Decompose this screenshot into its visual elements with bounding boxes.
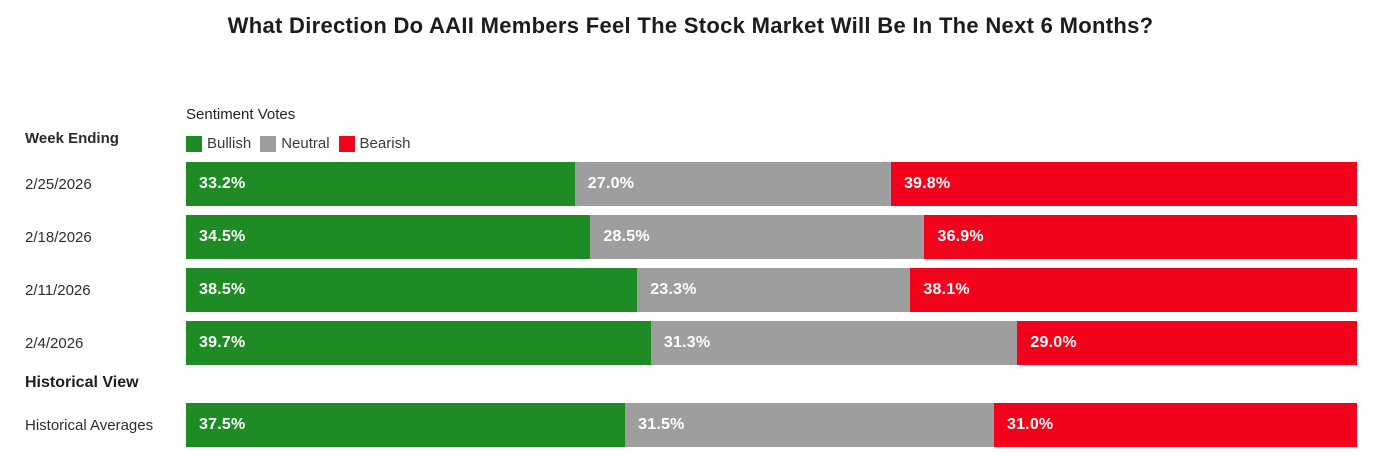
segment-value-label: 38.5%: [199, 281, 246, 298]
bar-segment-neutral: 23.3%: [637, 268, 911, 312]
stacked-bar: 33.2% 27.0% 39.8%: [186, 162, 1357, 206]
legend-swatch-bearish: [338, 135, 355, 152]
legend-label: Neutral: [281, 135, 330, 152]
stacked-bar: 34.5% 28.5% 36.9%: [186, 215, 1357, 259]
segment-value-label: 31.3%: [663, 334, 711, 351]
legend-title: Sentiment Votes: [186, 106, 296, 123]
bar-segment-bearish: 36.9%: [924, 215, 1357, 259]
stacked-bar: 37.5% 31.5% 31.0%: [186, 403, 1357, 447]
legend-swatch-neutral: [260, 135, 277, 152]
segment-value-label: 27.0%: [587, 175, 635, 192]
segment-value-label: 23.3%: [650, 281, 697, 298]
chart-title: What Direction Do AAII Members Feel The …: [227, 13, 1154, 38]
segment-value-label: 38.1%: [923, 281, 970, 298]
bar-segment-bullish: 37.5%: [186, 403, 626, 447]
bar-segment-bearish: 39.8%: [890, 162, 1357, 206]
legend: Sentiment Votes Bullish Neutral Bearish: [186, 105, 1381, 152]
segment-value-label: 31.0%: [1006, 416, 1054, 433]
bar-segment-bearish: 29.0%: [1017, 321, 1357, 365]
legend-item-bearish: Bearish: [338, 135, 411, 152]
row-label: 2/11/2026: [25, 281, 91, 299]
stacked-bar: 39.7% 31.3% 29.0%: [186, 321, 1357, 365]
segment-value-label: 33.2%: [199, 175, 246, 192]
legend-swatch-bullish: [186, 135, 202, 152]
left-column-header: Week Ending: [0, 130, 186, 152]
chart-header: Week Ending Sentiment Votes Bullish Neutr…: [0, 105, 1381, 152]
row-label: 2/4/2026: [25, 334, 84, 352]
row-label: Historical Averages: [25, 416, 154, 434]
segment-value-label: 36.9%: [937, 228, 984, 245]
historical-view-label: Historical View: [25, 374, 139, 391]
bar-segment-bullish: 33.2%: [186, 162, 575, 206]
bar-segment-bearish: 38.1%: [910, 268, 1357, 312]
bar-segment-bullish: 38.5%: [186, 268, 638, 312]
legend-item-bullish: Bullish: [186, 135, 251, 152]
segment-value-label: 34.5%: [199, 228, 246, 245]
bar-segment-neutral: 31.3%: [650, 321, 1018, 365]
legend-label: Bearish: [359, 135, 411, 152]
bar-segment-bearish: 31.0%: [993, 403, 1357, 447]
week-ending-label: Week Ending: [25, 130, 119, 147]
row-label: 2/25/2026: [25, 175, 92, 193]
segment-value-label: 39.7%: [199, 334, 246, 351]
chart-row: 2/25/2026 33.2% 27.0% 39.8%: [0, 162, 1381, 206]
bar-segment-neutral: 27.0%: [574, 162, 891, 206]
chart-row: 2/4/2026 39.7% 31.3% 29.0%: [0, 321, 1381, 365]
chart-row: 2/11/2026 38.5% 23.3% 38.1%: [0, 268, 1381, 312]
chart-row: Historical Averages 37.5% 31.5% 31.0%: [0, 403, 1381, 447]
bar-segment-neutral: 28.5%: [590, 215, 925, 259]
stacked-bar: 38.5% 23.3% 38.1%: [186, 268, 1357, 312]
bar-segment-neutral: 31.5%: [625, 403, 994, 447]
week-rows: 2/25/2026 33.2% 27.0% 39.8% 2/18/2026 34.5% 28…: [0, 162, 1381, 365]
legend-item-neutral: Neutral: [260, 135, 330, 152]
row-label: 2/18/2026: [25, 228, 92, 246]
segment-value-label: 29.0%: [1030, 334, 1077, 351]
segment-value-label: 37.5%: [199, 416, 246, 433]
segment-value-label: 39.8%: [903, 175, 951, 192]
legend-items: Bullish Neutral Bearish: [186, 135, 1381, 152]
historical-rows: Historical Averages 37.5% 31.5% 31.0%: [0, 403, 1381, 447]
segment-value-label: 31.5%: [638, 416, 685, 433]
bar-segment-bullish: 34.5%: [186, 215, 591, 259]
chart-row: 2/18/2026 34.5% 28.5% 36.9%: [0, 215, 1381, 259]
legend-label: Bullish: [207, 135, 252, 152]
bar-segment-bullish: 39.7%: [186, 321, 651, 365]
segment-value-label: 28.5%: [603, 228, 650, 245]
